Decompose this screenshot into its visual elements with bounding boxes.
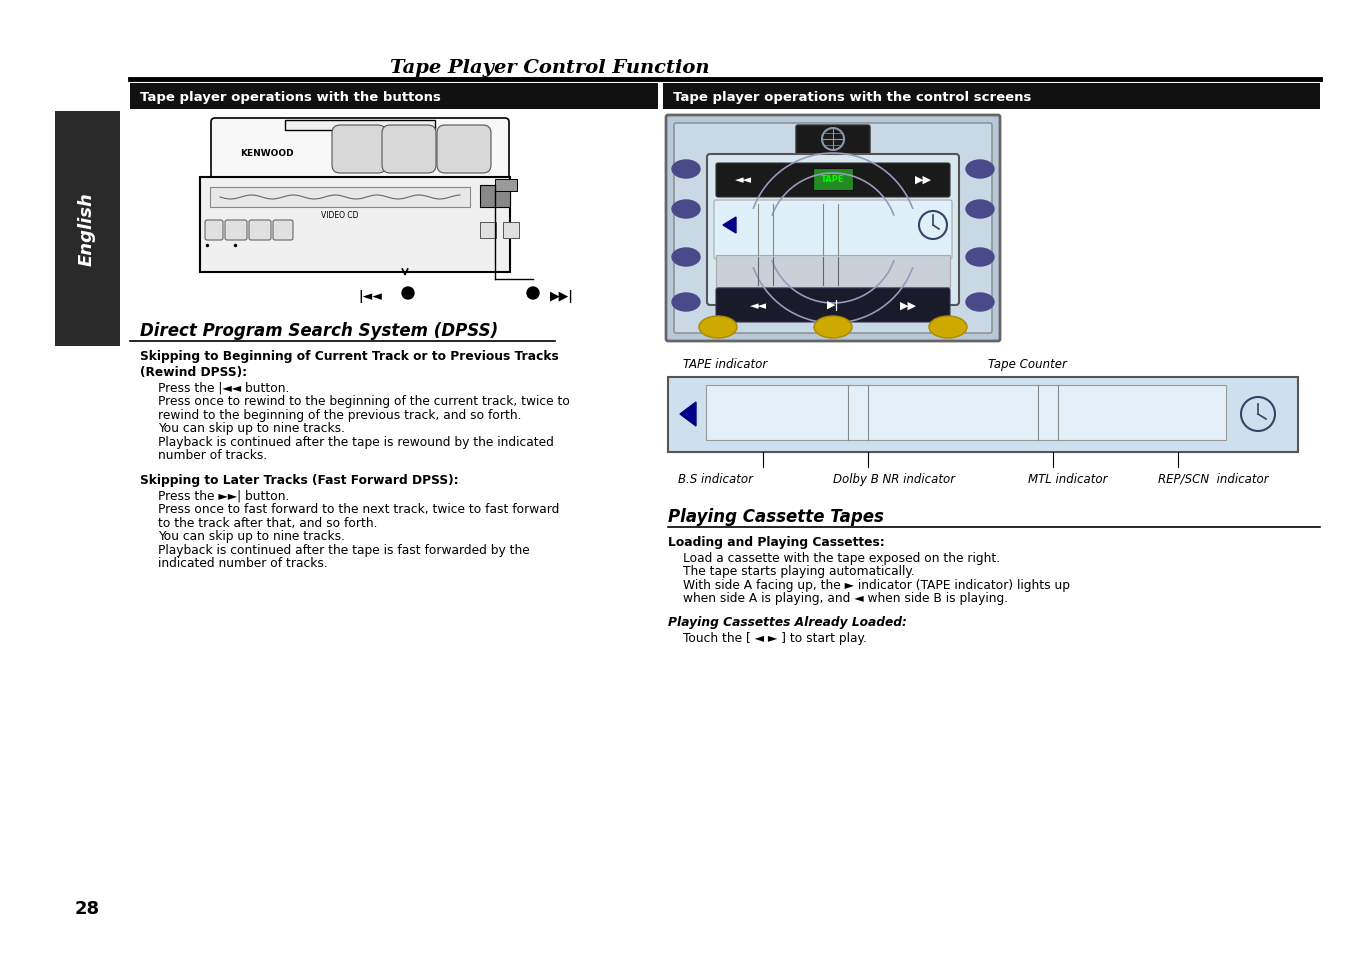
Bar (494, 180, 517, 192)
Ellipse shape (966, 249, 994, 267)
Circle shape (403, 288, 413, 299)
FancyBboxPatch shape (436, 126, 490, 173)
FancyBboxPatch shape (716, 289, 950, 323)
Text: Tape Player Control Function: Tape Player Control Function (390, 59, 709, 77)
Text: ◄◄: ◄◄ (750, 301, 766, 311)
FancyBboxPatch shape (796, 126, 870, 154)
Text: Skipping to Later Tracks (Fast Forward DPSS):: Skipping to Later Tracks (Fast Forward D… (141, 474, 458, 486)
Text: KENWOOD: KENWOOD (240, 149, 293, 157)
Text: B.S indicator: B.S indicator (678, 473, 753, 485)
Text: Load a cassette with the tape exposed on the right.: Load a cassette with the tape exposed on… (684, 552, 1000, 564)
Bar (285, 121, 435, 131)
Ellipse shape (671, 249, 700, 267)
Bar (55, 112, 120, 347)
FancyBboxPatch shape (226, 221, 247, 241)
Ellipse shape (671, 294, 700, 312)
Text: TAPE: TAPE (821, 175, 844, 184)
Text: Press once to rewind to the beginning of the current track, twice to: Press once to rewind to the beginning of… (158, 395, 570, 408)
Text: VIDEO CD: VIDEO CD (322, 212, 359, 220)
Ellipse shape (698, 316, 738, 338)
Circle shape (527, 288, 539, 299)
Ellipse shape (966, 161, 994, 179)
Text: Playback is continued after the tape is rewound by the indicated: Playback is continued after the tape is … (158, 436, 554, 449)
Text: Press the |◄◄ button.: Press the |◄◄ button. (158, 381, 289, 395)
Text: Playback is continued after the tape is fast forwarded by the: Playback is continued after the tape is … (158, 543, 530, 557)
Text: Tape player operations with the buttons: Tape player operations with the buttons (141, 91, 440, 103)
FancyBboxPatch shape (273, 221, 293, 241)
Text: Skipping to Beginning of Current Track or to Previous Tracks
(Rewind DPSS):: Skipping to Beginning of Current Track o… (141, 350, 559, 378)
Text: ↩: ↩ (713, 323, 723, 333)
Text: Playing Cassette Tapes: Playing Cassette Tapes (667, 507, 884, 525)
Bar (130, 84, 658, 110)
Text: The tape starts playing automatically.: The tape starts playing automatically. (684, 565, 915, 578)
Ellipse shape (815, 316, 852, 338)
Text: number of tracks.: number of tracks. (158, 449, 267, 462)
Text: Loading and Playing Cassettes:: Loading and Playing Cassettes: (667, 536, 885, 548)
Text: TAPE indicator: TAPE indicator (684, 357, 767, 371)
FancyBboxPatch shape (205, 221, 223, 241)
Text: ↩: ↩ (943, 323, 952, 333)
FancyBboxPatch shape (211, 119, 509, 185)
Text: ◄◄: ◄◄ (735, 174, 751, 185)
Bar (667, 377, 1298, 453)
Text: ↩: ↩ (828, 323, 838, 333)
Text: ▶|: ▶| (827, 300, 839, 312)
Text: ▶▶|: ▶▶| (550, 290, 574, 303)
Bar (663, 84, 1320, 110)
Text: REP/SCN  indicator: REP/SCN indicator (1158, 473, 1269, 485)
Text: rewind to the beginning of the previous track, and so forth.: rewind to the beginning of the previous … (158, 409, 521, 421)
Text: Playing Cassettes Already Loaded:: Playing Cassettes Already Loaded: (667, 616, 907, 628)
FancyBboxPatch shape (382, 126, 436, 173)
Text: English: English (78, 192, 96, 266)
Ellipse shape (966, 294, 994, 312)
Text: MTL indicator: MTL indicator (1028, 473, 1108, 485)
Bar (503, 223, 519, 239)
FancyBboxPatch shape (716, 255, 950, 288)
Ellipse shape (671, 161, 700, 179)
Bar (200, 178, 509, 273)
Text: 28: 28 (76, 899, 100, 917)
Text: Tape Counter: Tape Counter (988, 357, 1067, 371)
FancyBboxPatch shape (707, 154, 959, 306)
FancyBboxPatch shape (249, 221, 272, 241)
Text: indicated number of tracks.: indicated number of tracks. (158, 557, 328, 570)
FancyBboxPatch shape (713, 201, 952, 260)
FancyBboxPatch shape (666, 116, 1000, 341)
Text: when side A is playing, and ◄ when side B is playing.: when side A is playing, and ◄ when side … (684, 592, 1008, 605)
FancyBboxPatch shape (332, 126, 386, 173)
Text: ▶▶: ▶▶ (915, 174, 931, 185)
Text: Tape player operations with the control screens: Tape player operations with the control … (673, 91, 1031, 103)
FancyBboxPatch shape (716, 164, 950, 198)
Text: to the track after that, and so forth.: to the track after that, and so forth. (158, 517, 377, 530)
Bar (209, 188, 470, 208)
Bar (480, 186, 509, 208)
Bar (480, 223, 496, 239)
Polygon shape (680, 402, 696, 427)
Text: You can skip up to nine tracks.: You can skip up to nine tracks. (158, 530, 345, 543)
Text: Press the ►►| button.: Press the ►►| button. (158, 490, 289, 502)
Bar (707, 386, 1225, 440)
Text: Touch the [ ◄ ► ] to start play.: Touch the [ ◄ ► ] to start play. (684, 631, 867, 644)
FancyBboxPatch shape (674, 124, 992, 334)
Ellipse shape (671, 201, 700, 219)
Ellipse shape (966, 201, 994, 219)
Text: Press once to fast forward to the next track, twice to fast forward: Press once to fast forward to the next t… (158, 503, 559, 516)
Polygon shape (723, 218, 736, 233)
Text: With side A facing up, the ► indicator (TAPE indicator) lights up: With side A facing up, the ► indicator (… (684, 578, 1070, 592)
Text: Dolby B NR indicator: Dolby B NR indicator (834, 473, 955, 485)
Text: |◄◄: |◄◄ (358, 290, 382, 303)
Text: You can skip up to nine tracks.: You can skip up to nine tracks. (158, 422, 345, 435)
Text: Direct Program Search System (DPSS): Direct Program Search System (DPSS) (141, 322, 499, 339)
Text: ▶▶: ▶▶ (900, 301, 916, 311)
Ellipse shape (929, 316, 967, 338)
Bar (813, 169, 852, 191)
